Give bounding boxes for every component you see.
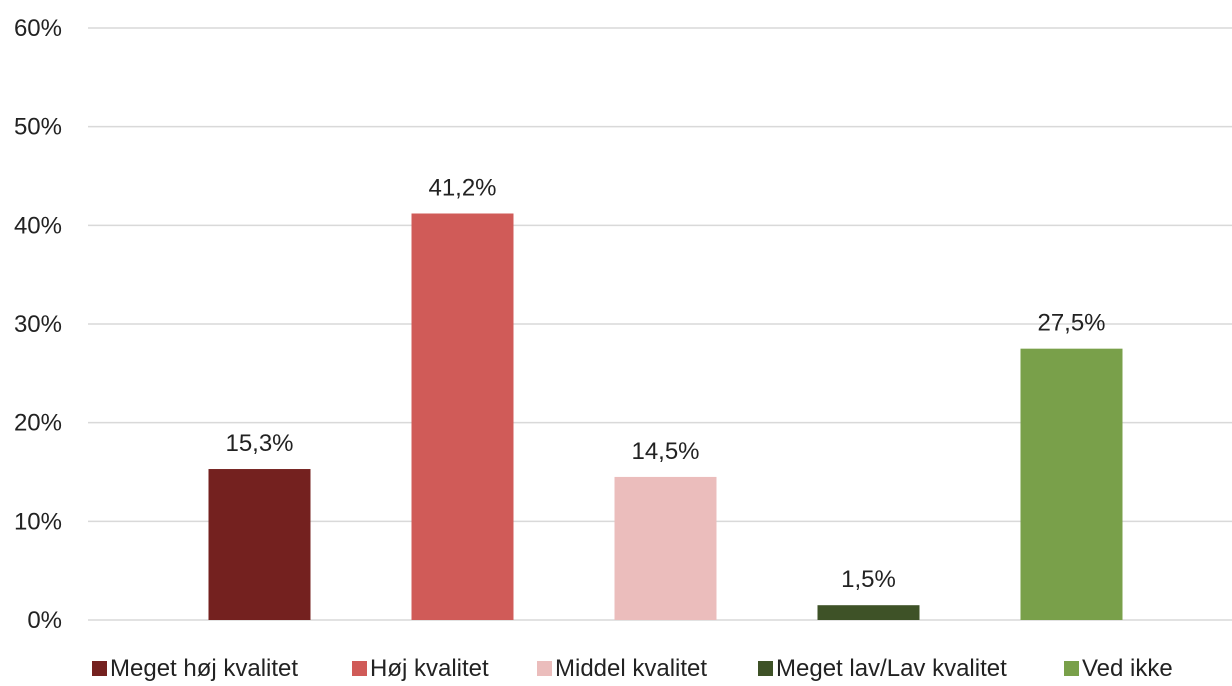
- data-label-4: 1,5%: [841, 566, 896, 593]
- legend-label-3: Middel kvalitet: [555, 655, 707, 682]
- legend-swatch-5: [1064, 661, 1079, 676]
- legend-label-1: Meget høj kvalitet: [110, 655, 298, 682]
- bars: [208, 213, 1123, 620]
- data-labels: 15,3% 41,2% 14,5% 1,5% 27,5%: [225, 174, 1105, 593]
- data-label-1: 15,3%: [225, 430, 293, 457]
- legend-label-4: Meget lav/Lav kvalitet: [776, 655, 1007, 682]
- legend-label-2: Høj kvalitet: [370, 655, 489, 682]
- y-tick-label-30: 30%: [14, 311, 62, 338]
- legend-swatch-4: [758, 661, 773, 676]
- y-tick-label-20: 20%: [14, 410, 62, 437]
- y-axis: 0% 10% 20% 30% 40% 50% 60%: [14, 15, 62, 634]
- data-label-2: 41,2%: [428, 174, 496, 201]
- legend-swatch-3: [537, 661, 552, 676]
- data-label-3: 14,5%: [631, 438, 699, 465]
- legend-label-5: Ved ikke: [1082, 655, 1173, 682]
- y-tick-label-40: 40%: [14, 212, 62, 239]
- legend: Meget høj kvalitet Høj kvalitet Middel kva…: [92, 655, 1173, 682]
- bar-3: [614, 476, 717, 620]
- bar-4: [817, 605, 920, 620]
- y-tick-label-50: 50%: [14, 114, 62, 141]
- data-label-5: 27,5%: [1037, 310, 1105, 337]
- bar-1: [208, 469, 311, 620]
- y-tick-label-60: 60%: [14, 15, 62, 42]
- legend-swatch-2: [352, 661, 367, 676]
- y-tick-label-10: 10%: [14, 508, 62, 535]
- bar-2: [411, 213, 514, 620]
- legend-swatch-1: [92, 661, 107, 676]
- bar-5: [1020, 348, 1123, 620]
- y-tick-label-0: 0%: [27, 607, 62, 634]
